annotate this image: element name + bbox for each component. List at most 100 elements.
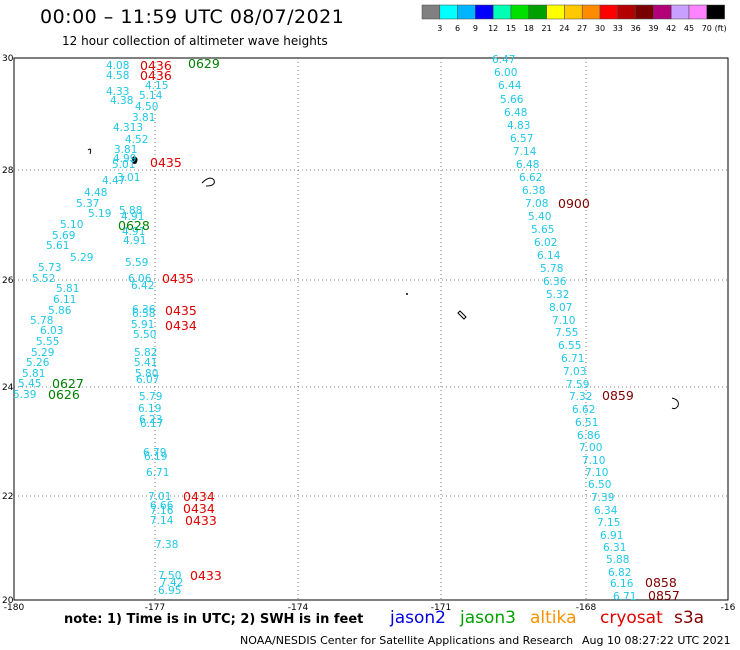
footer-note: note: 1) Time is in UTC; 2) SWH is in fe… [64, 612, 364, 627]
colorbar-swatch [706, 4, 725, 20]
colorbar-label: 24 [559, 24, 569, 33]
wave-height-value: 6.79 [143, 447, 166, 459]
pass-time-label: 0435 [162, 271, 194, 286]
colorbar-swatch [599, 4, 619, 20]
right-altimeter-track: 6.476.006.445.666.484.836.577.146.486.62… [492, 54, 636, 603]
wave-height-value: 7.42 [160, 577, 183, 589]
wave-height-value: 7.00 [579, 442, 602, 454]
plot-frame [13, 57, 729, 601]
wave-height-value: 7.32 [569, 391, 592, 403]
wave-height-value: 6.17 [140, 418, 163, 430]
colorbar-label: 70 [702, 24, 712, 33]
wave-height-value: 4.48 [84, 187, 107, 199]
wave-height-value: 7.15 [597, 517, 620, 529]
wave-height-value: 4.91 [121, 211, 144, 223]
wave-height-value: 6.31 [603, 542, 626, 554]
wave-height-value: 6.14 [537, 250, 561, 262]
wave-height-value: 6.55 [558, 340, 581, 352]
pass-time-label: 0435 [150, 155, 182, 170]
wave-height-value: 5.91 [131, 319, 154, 331]
lon-tick-label: -16 [721, 603, 736, 613]
wave-height-value: 6.57 [510, 133, 533, 145]
island-outlines [87, 148, 679, 410]
wave-height-value: 7.10 [585, 467, 608, 479]
lon-tick-label: -168 [576, 603, 597, 613]
pass-time-label: 0434 [183, 489, 215, 504]
colorbar-swatch [653, 4, 672, 20]
colorbar-label: 27 [577, 24, 587, 33]
wave-height-value: 7.55 [555, 327, 578, 339]
wave-height-value: 4.83 [507, 120, 530, 132]
wave-height-value: 6.42 [131, 280, 154, 292]
wave-height-value: 7.14 [150, 515, 174, 527]
wave-height-value: 5.01 [112, 159, 135, 171]
pass-time-label: 0900 [558, 196, 590, 211]
wave-height-value: 5.55 [36, 336, 59, 348]
footer-generated: Aug 10 08:27:22 UTC 2021 [582, 634, 731, 647]
colorbar-label: 9 [473, 24, 478, 33]
wave-height-value: 6.62 [572, 404, 595, 416]
pass-time-label: 0435 [165, 303, 197, 318]
wave-height-value: 6.91 [600, 530, 623, 542]
pass-time-label: 0626 [48, 387, 80, 402]
wave-height-value: 5.19 [88, 208, 111, 220]
wave-height-value: 6.02 [534, 237, 557, 249]
pass-time-label: 0859 [602, 388, 634, 403]
wave-height-colorbar: 3 6 9 12 15 18 21 24 27 30 33 36 39 42 45 70 (ft) [421, 4, 727, 33]
colorbar-swatch [688, 4, 708, 20]
island-outline [457, 310, 467, 320]
wave-height-value: 6.07 [136, 374, 159, 386]
wave-height-value: 6.19 [138, 403, 161, 415]
wave-height-value: 5.32 [546, 289, 569, 301]
colorbar-label: 42 [666, 24, 676, 33]
wave-height-value: 5.45 [18, 378, 41, 390]
wave-height-value: 6.03 [40, 325, 63, 337]
wave-height-value: 5.88 [606, 554, 629, 566]
colorbar-label: 15 [506, 24, 516, 33]
wave-height-value: 6.23 [139, 414, 162, 426]
wave-height-value: 4.99 [113, 153, 136, 165]
wave-height-value: 6.00 [494, 67, 517, 79]
wave-height-value: 5.82 [134, 347, 157, 359]
legend-jason3: jason3 [460, 608, 516, 628]
wave-height-value: 6.95 [158, 585, 181, 597]
wave-height-value: 8.07 [549, 302, 572, 314]
wave-height-value: 5.41 [134, 357, 157, 369]
pass-time-label: 0433 [185, 513, 217, 528]
lat-tick-label: 28 [2, 166, 14, 176]
wave-height-value: 6.66 [150, 500, 174, 512]
lat-lon-grid: -180 -177 -174 -171 -168 -16 30 28 26 24 22 20 [2, 54, 736, 613]
lat-tick-label: 24 [2, 383, 14, 393]
legend-cryosat: cryosat [600, 608, 663, 628]
pass-time-label: 0628 [118, 218, 150, 233]
island-outline [87, 148, 92, 155]
lon-tick-label: -174 [288, 603, 309, 613]
wave-height-value: 6.38 [522, 185, 545, 197]
wave-height-value: 5.66 [500, 94, 524, 106]
wave-height-value: 6.62 [519, 172, 542, 184]
wave-height-value: 7.03 [563, 366, 586, 378]
lat-tick-label: 26 [2, 276, 14, 286]
wave-height-value: 6.06 [128, 273, 152, 285]
wave-height-value: 7.08 [525, 198, 548, 210]
wave-height-value: 5.78 [30, 315, 53, 327]
lon-tick-label: -177 [145, 603, 165, 613]
wave-height-value: 5.80 [135, 368, 158, 380]
legend-jason2: jason2 [390, 608, 446, 628]
wave-height-value: 6.82 [608, 567, 631, 579]
wave-height-value: 5.79 [139, 391, 162, 403]
wave-height-value: 5.59 [125, 257, 148, 269]
wave-height-value: 4.52 [125, 134, 148, 146]
map-title: 00:00 – 11:59 UTC 08/07/2021 [40, 6, 345, 28]
island-outline [671, 397, 679, 410]
pass-time-label: 0434 [183, 501, 215, 516]
wave-height-value: 6.86 [577, 430, 601, 442]
colorbar-label: 6 [455, 24, 460, 33]
pass-time-label: 0436 [140, 68, 172, 83]
wave-height-value: 5.78 [540, 263, 563, 275]
wave-height-value: 6.11 [53, 294, 76, 306]
wave-height-value: 7.10 [582, 455, 605, 467]
lat-tick-label: 20 [2, 596, 14, 606]
colorbar-swatch [510, 4, 530, 20]
